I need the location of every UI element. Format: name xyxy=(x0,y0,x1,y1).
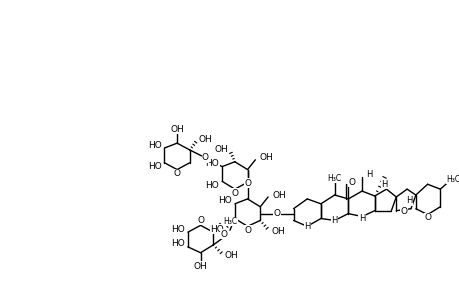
Text: O: O xyxy=(348,178,355,187)
Text: OH: OH xyxy=(259,153,273,162)
Text: O: O xyxy=(244,179,251,188)
Text: H: H xyxy=(358,214,364,223)
Text: H: H xyxy=(303,222,310,231)
Text: O: O xyxy=(231,189,238,198)
Text: O: O xyxy=(423,213,430,222)
Text: OH: OH xyxy=(271,190,285,200)
Text: HO: HO xyxy=(171,239,185,248)
Text: H₃C: H₃C xyxy=(445,175,459,184)
Text: OH: OH xyxy=(224,251,237,260)
Text: O: O xyxy=(196,216,204,225)
Text: OH: OH xyxy=(170,125,184,134)
Text: H: H xyxy=(405,196,411,206)
Text: O: O xyxy=(219,230,226,239)
Text: O: O xyxy=(273,209,280,218)
Text: O: O xyxy=(202,153,208,162)
Text: O: O xyxy=(244,226,251,235)
Text: O: O xyxy=(400,207,407,216)
Text: H: H xyxy=(331,216,337,225)
Text: HO: HO xyxy=(171,225,185,234)
Text: HO: HO xyxy=(147,162,161,171)
Text: O: O xyxy=(173,169,180,178)
Text: OH: OH xyxy=(214,146,228,154)
Text: HO: HO xyxy=(205,181,218,190)
Text: H₃C: H₃C xyxy=(223,217,237,226)
Text: OH: OH xyxy=(270,227,284,236)
Text: HO: HO xyxy=(210,225,224,234)
Text: HO: HO xyxy=(205,159,218,168)
Text: HO: HO xyxy=(147,141,161,150)
Text: OH: OH xyxy=(193,262,207,271)
Text: OH: OH xyxy=(198,135,212,144)
Text: H: H xyxy=(365,170,371,179)
Text: HO: HO xyxy=(218,196,231,206)
Text: H₃C: H₃C xyxy=(327,174,341,183)
Text: H: H xyxy=(381,180,387,189)
